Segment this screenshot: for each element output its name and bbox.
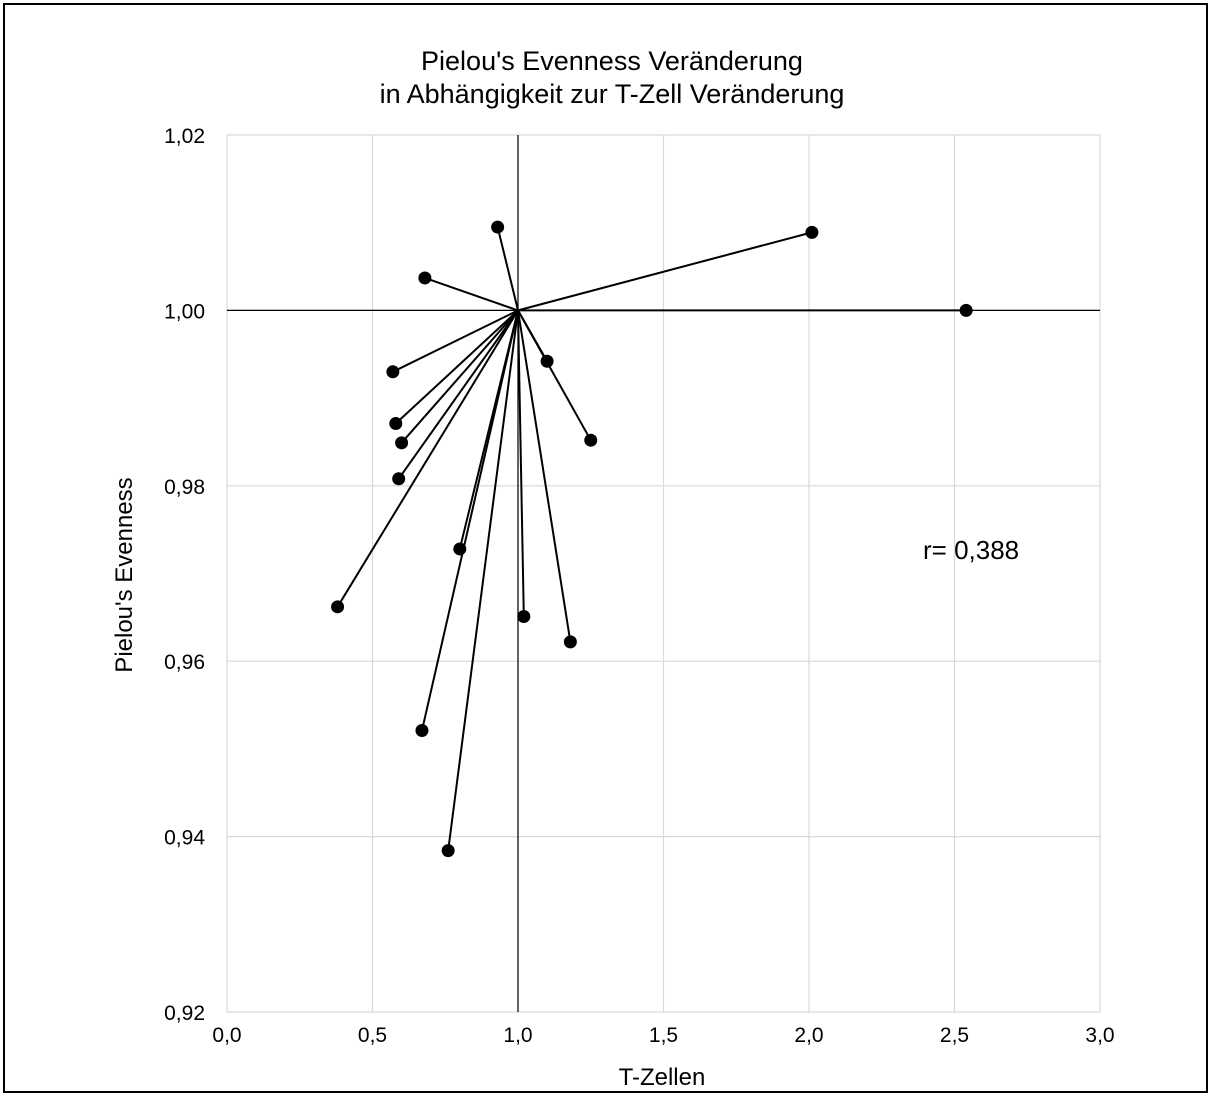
tick-labels: 0,0 0,5 1,0 1,5 2,0 2,5 3,0 0,92 0,94 0,96 0,98 1,0…: [164, 125, 1114, 1047]
chart-frame: 0,0 0,5 1,0 1,5 2,0 2,5 3,0 0,92 0,94 0,96 0,98 1,0…: [3, 3, 1208, 1093]
x-tick-label: 1,5: [649, 1024, 678, 1047]
data-point: [441, 844, 455, 858]
scatter-chart: 0,0 0,5 1,0 1,5 2,0 2,5 3,0 0,92 0,94 0,96 0,98 1,0…: [111, 46, 1115, 1091]
data-point: [392, 472, 406, 486]
data-point: [517, 609, 531, 623]
data-points: [331, 220, 973, 858]
data-point: [584, 433, 598, 447]
chart-title-line-2: in Abhängigkeit zur T-Zell Veränderung: [380, 79, 845, 109]
data-point: [395, 436, 409, 450]
x-tick-label: 2,5: [940, 1024, 969, 1047]
data-point: [453, 542, 467, 556]
connector-line: [517, 231, 813, 312]
data-point: [805, 225, 819, 239]
x-tick-label: 2,0: [794, 1024, 823, 1047]
connector-line: [397, 309, 519, 480]
y-tick-label: 1,02: [164, 125, 205, 148]
connector-line: [424, 277, 519, 312]
data-point: [389, 417, 403, 431]
data-point: [959, 303, 973, 317]
connector-line: [517, 310, 572, 643]
connector-line: [447, 310, 519, 851]
y-tick-label: 0,92: [164, 1002, 205, 1025]
connector-line: [400, 309, 519, 444]
connector-line: [392, 309, 519, 373]
data-point: [491, 220, 505, 234]
data-point: [418, 271, 432, 285]
connector-lines: [336, 226, 967, 851]
y-tick-label: 0,94: [164, 827, 205, 850]
data-point: [540, 354, 554, 368]
x-tick-label: 3,0: [1085, 1024, 1114, 1047]
connector-line: [517, 310, 525, 617]
y-tick-label: 0,96: [164, 651, 205, 674]
data-point: [386, 365, 400, 379]
data-point: [331, 600, 345, 614]
correlation-annotation: r= 0,388: [923, 535, 1019, 565]
y-tick-label: 0,98: [164, 476, 205, 499]
x-tick-label: 0,0: [212, 1024, 241, 1047]
connector-line: [420, 310, 519, 731]
connector-line: [517, 309, 592, 441]
data-point: [415, 723, 429, 737]
y-axis-title: Pielou's Evenness: [111, 477, 138, 672]
connector-line: [336, 309, 519, 608]
x-axis-title: T-Zellen: [619, 1064, 706, 1091]
connector-line: [395, 309, 519, 425]
y-tick-label: 1,00: [164, 300, 205, 323]
x-tick-label: 0,5: [358, 1024, 387, 1047]
data-point: [563, 635, 577, 649]
connector-line: [496, 226, 519, 311]
x-tick-label: 1,0: [503, 1024, 532, 1047]
chart-title-line-1: Pielou's Evenness Veränderung: [421, 46, 803, 76]
